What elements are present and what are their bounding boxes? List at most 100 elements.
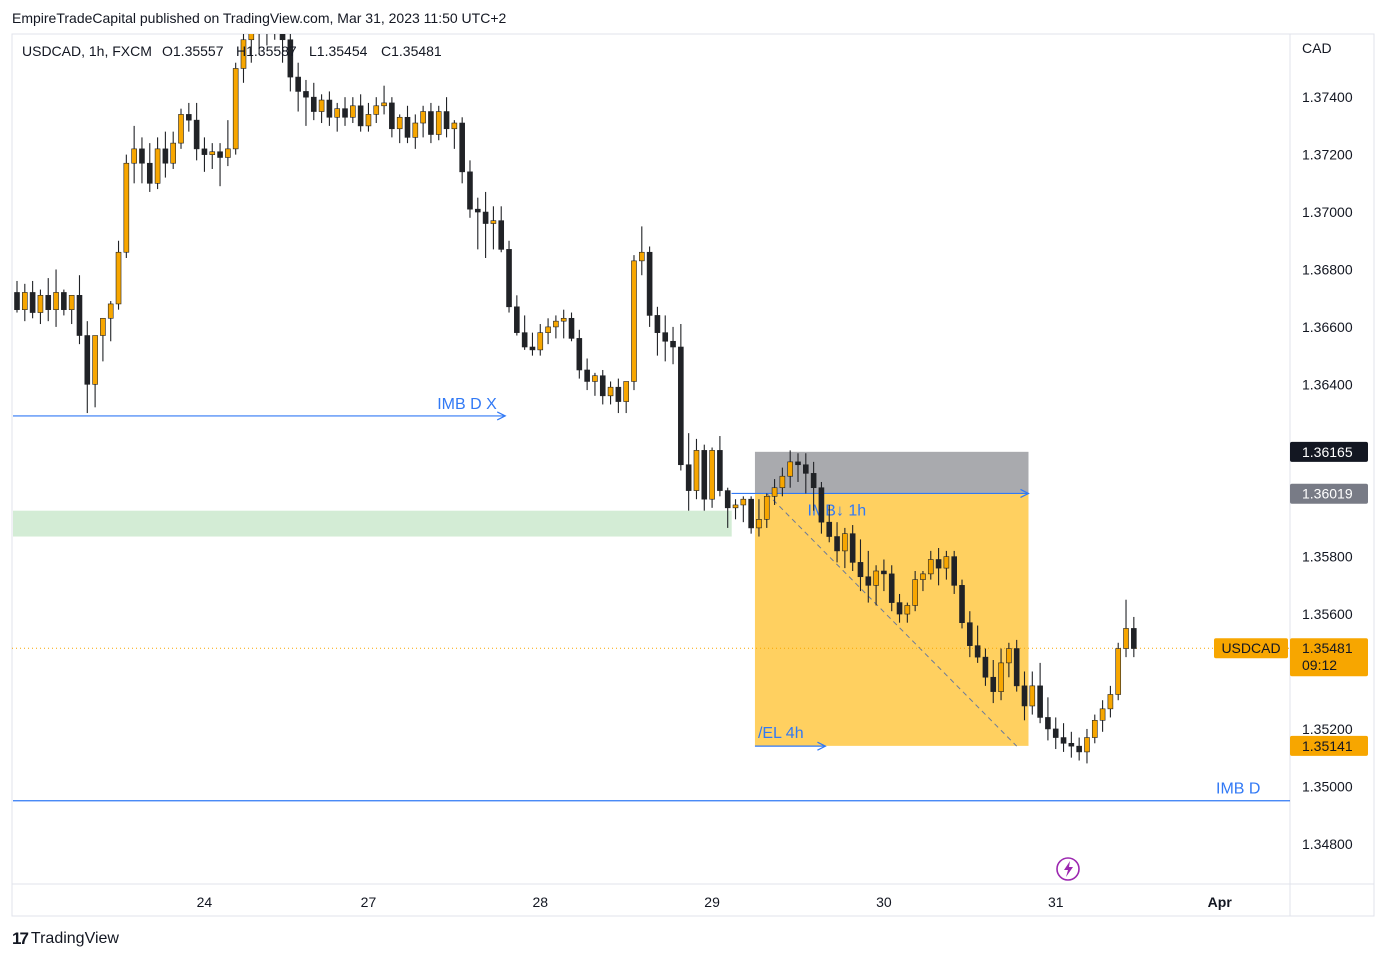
candle-body	[795, 461, 801, 466]
candle-body	[982, 656, 989, 678]
candle-body	[350, 105, 356, 118]
candle-body	[318, 99, 325, 112]
candle-body	[334, 108, 341, 118]
candle-body	[342, 108, 348, 118]
candle-body	[842, 533, 848, 552]
candle-body	[678, 346, 684, 466]
candle-body	[1099, 708, 1106, 721]
legend-low: L1.35454	[309, 43, 368, 59]
legend-close: C1.35481	[381, 43, 442, 59]
candle-body	[748, 498, 754, 529]
candle-body	[615, 386, 622, 402]
candle-body	[553, 320, 559, 328]
candle-body	[756, 519, 762, 529]
candle-body	[381, 102, 387, 107]
candle-body	[217, 151, 223, 158]
candle-body	[560, 317, 567, 322]
candle-body	[857, 562, 864, 578]
candle-body	[303, 91, 309, 98]
candle-body	[1131, 628, 1137, 649]
candle-body	[272, 11, 277, 25]
x-tick-label: 27	[361, 894, 377, 910]
candle-body	[1037, 685, 1043, 718]
candle-body	[967, 622, 973, 646]
candle-body	[295, 76, 301, 92]
chart-frame	[11, 33, 1375, 917]
candle-body	[248, 34, 255, 41]
candle-body	[599, 375, 606, 397]
price-axis[interactable]: 1.37400 1.37200 1.37000 1.36800 1.36600 1.364…	[1302, 89, 1353, 852]
candle-body	[849, 533, 856, 563]
candle-body	[732, 504, 739, 509]
candle-body	[170, 142, 176, 164]
candle-body	[662, 332, 669, 342]
candle-body	[139, 148, 145, 164]
candle-body	[1021, 685, 1028, 707]
candle-body	[1084, 737, 1090, 753]
level-label-1: /EL 4h	[758, 725, 804, 742]
candle-body	[740, 498, 747, 506]
candle-body	[646, 251, 653, 316]
candle-body	[428, 111, 434, 135]
y-tick-label: 1.35600	[1302, 606, 1353, 622]
candle-body	[1045, 717, 1051, 730]
candle-body	[68, 295, 75, 310]
candle-body	[506, 249, 512, 308]
candle-body	[592, 375, 598, 382]
tradingview-logo[interactable]: 17 TradingView	[12, 929, 119, 949]
candle-body	[84, 335, 91, 385]
candle-body	[584, 369, 590, 382]
candle-body	[482, 211, 489, 224]
candle-body	[1123, 628, 1129, 649]
level-label-0: IMB D X	[437, 396, 497, 413]
candle-body	[803, 464, 809, 474]
candle-body	[396, 116, 403, 130]
lightning-icon[interactable]	[1056, 857, 1080, 881]
candle-body	[193, 119, 200, 150]
candle-body	[888, 573, 895, 603]
candle-body	[787, 461, 793, 477]
candle-body	[927, 559, 934, 575]
candle-body	[654, 315, 661, 333]
legend-open: O1.35557	[162, 43, 224, 59]
zone-stop	[754, 451, 1029, 494]
candle-body	[107, 303, 114, 319]
candle-body	[178, 114, 184, 144]
symbol-badge-bg	[1214, 638, 1288, 659]
candle-body	[61, 292, 67, 310]
candle-body	[771, 487, 778, 497]
candle-body	[279, 34, 286, 41]
candle-body	[14, 292, 20, 310]
last-price-tag-bg	[1290, 638, 1368, 677]
candle-body	[834, 536, 840, 552]
candle-body	[959, 585, 965, 623]
countdown-timer: 09:12	[1302, 657, 1337, 673]
candle-body	[451, 122, 458, 130]
x-tick-label: 31	[1048, 894, 1064, 910]
x-tick-label: 28	[532, 894, 548, 910]
candle-body	[943, 556, 950, 569]
y-tick-label: 1.37200	[1302, 147, 1353, 163]
x-tick-label: 30	[876, 894, 892, 910]
candle-body	[912, 579, 918, 606]
candle-body	[685, 464, 692, 491]
candle-body	[154, 148, 161, 184]
candle-body	[998, 662, 1004, 692]
time-axis[interactable]: 24 27 28 29 30 31 Apr	[197, 894, 1233, 910]
candle-body	[1076, 745, 1082, 753]
candle-body	[896, 602, 903, 615]
candle-body	[389, 102, 395, 130]
candle-body	[521, 332, 528, 348]
x-tick-label: Apr	[1208, 894, 1233, 910]
candle-body	[76, 295, 83, 336]
y-tick-label: 1.37000	[1302, 204, 1353, 220]
candle-body	[131, 148, 137, 164]
zones-layer	[12, 451, 1290, 747]
candle-body	[22, 292, 28, 310]
price-tag-bg	[1290, 483, 1368, 504]
candle-body	[498, 220, 505, 250]
y-tick-label: 1.37400	[1302, 89, 1353, 105]
candle-body	[810, 473, 817, 489]
candle-body	[717, 450, 723, 491]
